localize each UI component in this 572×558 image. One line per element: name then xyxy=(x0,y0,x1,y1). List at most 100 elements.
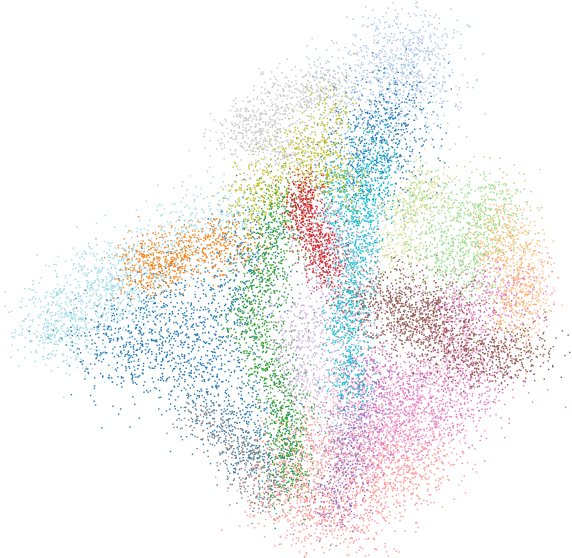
scatter-point xyxy=(459,47,462,49)
scatter-point xyxy=(222,196,225,198)
scatter-point xyxy=(398,141,401,143)
scatter-point xyxy=(258,457,260,459)
scatter-point xyxy=(273,261,275,263)
scatter-point xyxy=(169,278,171,280)
scatter-point xyxy=(204,234,206,236)
scatter-point xyxy=(229,375,231,377)
scatter-point xyxy=(132,380,134,382)
scatter-point xyxy=(124,355,126,357)
scatter-point xyxy=(142,318,144,320)
scatter-point xyxy=(82,253,84,255)
scatter-point xyxy=(137,271,139,273)
scatter-point xyxy=(378,189,380,192)
scatter-point xyxy=(94,281,96,283)
scatter-point xyxy=(423,140,425,142)
scatter-point xyxy=(454,143,457,145)
scatter-point xyxy=(182,303,184,305)
scatter-point xyxy=(484,113,487,115)
scatter-point xyxy=(333,86,336,89)
scatter-point xyxy=(121,269,124,272)
scatter-point xyxy=(174,229,176,232)
scatter-point xyxy=(240,369,243,372)
scatter-point xyxy=(335,115,338,117)
scatter-point xyxy=(112,339,115,341)
scatter-point xyxy=(94,363,96,365)
scatter-point xyxy=(362,194,364,197)
scatter-point xyxy=(185,319,187,321)
scatter-point xyxy=(102,342,104,345)
scatter-point xyxy=(141,343,143,345)
scatter-point xyxy=(362,63,364,65)
scatter-point xyxy=(234,289,237,291)
scatter-point xyxy=(239,322,241,324)
scatter-point xyxy=(347,86,350,88)
scatter-point xyxy=(150,339,153,342)
scatter-point xyxy=(247,421,250,423)
scatter-point xyxy=(215,337,217,340)
scatter-point xyxy=(129,305,131,307)
scatter-point xyxy=(323,137,325,139)
scatter-point xyxy=(384,50,386,53)
scatter-point xyxy=(243,311,245,313)
scatter-point xyxy=(104,346,106,348)
scatter-point xyxy=(357,111,359,113)
scatter-point xyxy=(292,479,294,481)
scatter-point xyxy=(288,411,290,413)
scatter-point xyxy=(146,346,148,348)
scatter-point xyxy=(179,293,181,295)
scatter-point xyxy=(256,393,259,396)
scatter-point xyxy=(297,234,299,236)
scatter-point xyxy=(121,386,123,388)
scatter-point xyxy=(122,313,124,315)
scatter-point xyxy=(215,274,217,277)
scatter-point xyxy=(212,226,214,228)
scatter-point xyxy=(210,432,212,434)
scatter-point xyxy=(364,101,367,103)
scatter-point xyxy=(367,48,369,50)
scatter-point xyxy=(370,137,373,139)
scatter-point xyxy=(70,326,72,328)
scatter-point xyxy=(144,381,146,383)
scatter-point xyxy=(239,204,241,207)
scatter-point xyxy=(183,344,185,346)
scatter-point xyxy=(415,116,417,118)
scatter-point xyxy=(263,459,265,461)
scatter-point xyxy=(350,81,353,83)
scatter-point xyxy=(256,275,258,277)
scatter-point xyxy=(223,433,226,435)
scatter-point xyxy=(443,100,445,103)
scatter-point xyxy=(42,342,44,344)
scatter-point xyxy=(236,298,238,300)
scatter-point xyxy=(84,314,87,316)
scatter-point xyxy=(248,411,251,413)
scatter-point xyxy=(405,113,408,116)
scatter-point xyxy=(387,7,390,9)
scatter-point xyxy=(239,410,241,413)
scatter-point xyxy=(389,87,391,90)
scatter-point xyxy=(427,50,429,52)
scatter-point xyxy=(86,313,89,316)
scatter-point xyxy=(233,262,235,264)
scatter-point xyxy=(113,275,115,278)
scatter-point xyxy=(78,318,81,321)
scatter-point xyxy=(195,420,197,422)
scatter-point xyxy=(223,257,226,259)
scatter-point xyxy=(142,384,145,387)
scatter-point xyxy=(269,231,272,233)
scatter-point xyxy=(373,56,376,58)
scatter-point xyxy=(318,173,320,175)
scatter-point xyxy=(227,223,229,226)
scatter-point xyxy=(96,253,98,255)
scatter-point xyxy=(338,67,341,70)
scatter-point xyxy=(47,329,50,331)
scatter-point xyxy=(394,142,397,144)
scatter-point xyxy=(39,317,41,319)
scatter-point xyxy=(93,400,95,402)
scatter-point xyxy=(331,199,333,201)
scatter-point xyxy=(375,138,377,140)
scatter-point xyxy=(377,112,379,115)
scatter-point xyxy=(241,397,243,400)
scatter-point xyxy=(415,141,417,143)
scatter-point xyxy=(438,82,440,85)
scatter-point xyxy=(384,109,386,111)
